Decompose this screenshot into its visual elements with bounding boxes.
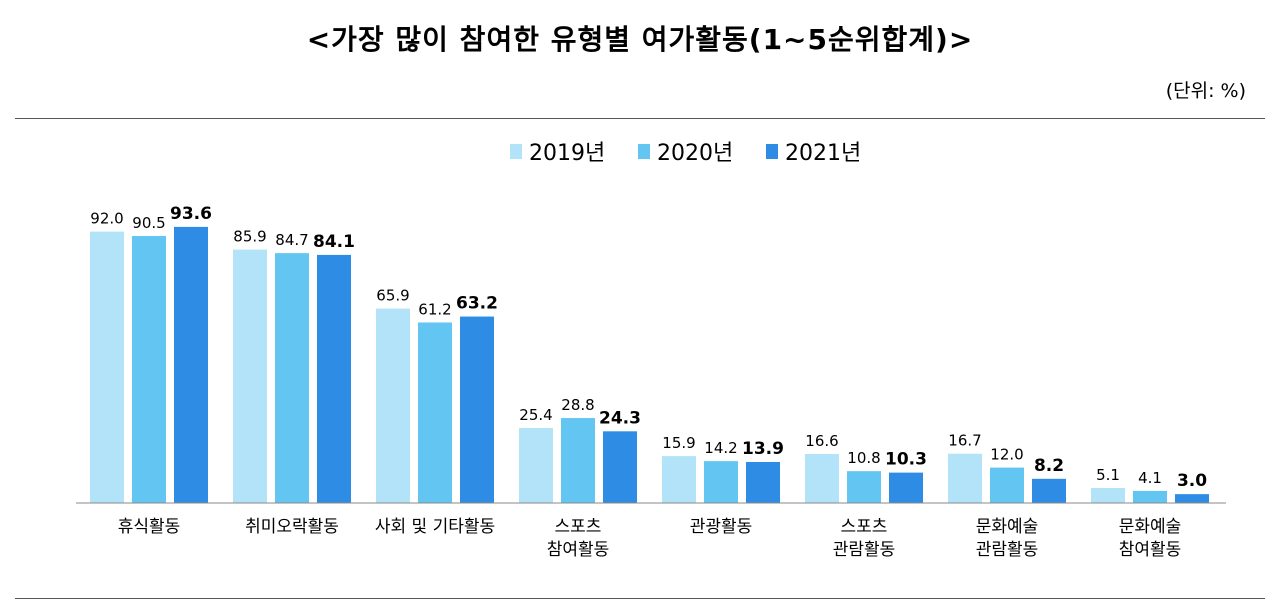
bar-6-0 xyxy=(948,453,982,503)
data-label-4-0: 15.9 xyxy=(662,434,695,452)
x-axis-labels: 휴식활동 취미오락활동 사회 및 기타활동 스포츠 참여활동 관광활동 스포츠 관람활동 문화예… xyxy=(118,517,1182,560)
bar-0-2 xyxy=(174,226,208,503)
bar-7-1 xyxy=(1133,490,1167,503)
category-label-3: 스포츠 참여활동 xyxy=(547,517,610,560)
bar-3-2 xyxy=(603,431,637,503)
bar-3-0 xyxy=(519,428,553,503)
data-label-5-2: 10.3 xyxy=(885,450,927,470)
data-label-1-2: 84.1 xyxy=(313,232,355,252)
category-label-1: 취미오락활동 xyxy=(245,517,339,537)
data-label-4-1: 14.2 xyxy=(704,439,737,457)
category-label-5: 스포츠 관람활동 xyxy=(833,517,896,560)
data-label-2-0: 65.9 xyxy=(376,287,409,305)
bar-6-2 xyxy=(1032,478,1066,503)
bar-1-0 xyxy=(233,249,267,503)
bar-5-2 xyxy=(889,472,923,503)
data-label-4-2: 13.9 xyxy=(742,439,784,459)
data-label-0-2: 93.6 xyxy=(170,204,212,224)
data-label-7-1: 4.1 xyxy=(1138,469,1162,487)
data-label-1-0: 85.9 xyxy=(233,228,266,246)
data-label-6-2: 8.2 xyxy=(1034,456,1064,476)
legend-swatch-1 xyxy=(638,144,650,159)
bar-2-0 xyxy=(376,308,410,503)
data-label-6-1: 12.0 xyxy=(990,446,1023,464)
category-label-6: 문화예술 관람활동 xyxy=(976,517,1039,560)
bar-0-1 xyxy=(132,236,166,503)
bar-2-2 xyxy=(460,316,494,503)
legend-label-2: 2021년 xyxy=(785,141,861,166)
data-label-7-2: 3.0 xyxy=(1177,471,1207,491)
legend: 2019년 2020년 2021년 xyxy=(510,141,861,166)
category-label-7: 문화예술 참여활동 xyxy=(1119,517,1182,560)
data-label-5-1: 10.8 xyxy=(847,449,880,467)
bar-6-1 xyxy=(990,467,1024,503)
category-label-0: 휴식활동 xyxy=(118,517,181,537)
data-label-0-1: 90.5 xyxy=(132,214,165,232)
bar-3-1 xyxy=(561,418,595,503)
bar-2-1 xyxy=(418,322,452,503)
category-label-2: 사회 및 기타활동 xyxy=(375,517,495,537)
data-label-2-1: 61.2 xyxy=(418,300,451,318)
data-label-7-0: 5.1 xyxy=(1096,466,1120,484)
data-label-3-0: 25.4 xyxy=(519,406,552,424)
bar-7-2 xyxy=(1175,494,1209,503)
chart-title: <가장 많이 참여한 유형별 여가활동(1~5순위합계)> xyxy=(306,23,974,56)
bar-5-1 xyxy=(847,471,881,503)
data-label-3-2: 24.3 xyxy=(599,408,641,428)
bar-5-0 xyxy=(805,454,839,503)
data-label-3-1: 28.8 xyxy=(561,396,594,414)
top-divider xyxy=(15,118,1265,119)
bar-0-0 xyxy=(90,231,124,503)
data-label-2-2: 63.2 xyxy=(456,294,498,314)
data-label-1-1: 84.7 xyxy=(275,231,308,249)
data-label-5-0: 16.6 xyxy=(805,432,838,450)
legend-swatch-2 xyxy=(766,144,778,159)
bottom-divider xyxy=(15,598,1265,599)
bars: 92.0 90.5 93.6 85.9 84.7 84.1 65.9 61.2 63.2 25.4… xyxy=(90,204,1209,503)
data-label-0-0: 92.0 xyxy=(90,210,123,228)
unit-label: (단위: %) xyxy=(1165,80,1246,102)
bar-4-0 xyxy=(662,456,696,503)
bar-7-0 xyxy=(1091,487,1125,503)
bar-1-2 xyxy=(317,254,351,503)
legend-label-1: 2020년 xyxy=(657,141,733,166)
data-label-6-0: 16.7 xyxy=(948,432,981,450)
category-label-4: 관광활동 xyxy=(690,517,753,537)
legend-swatch-0 xyxy=(510,144,522,159)
bar-4-2 xyxy=(746,461,780,503)
legend-label-0: 2019년 xyxy=(529,141,605,166)
bar-4-1 xyxy=(704,461,738,503)
bar-1-1 xyxy=(275,253,309,503)
